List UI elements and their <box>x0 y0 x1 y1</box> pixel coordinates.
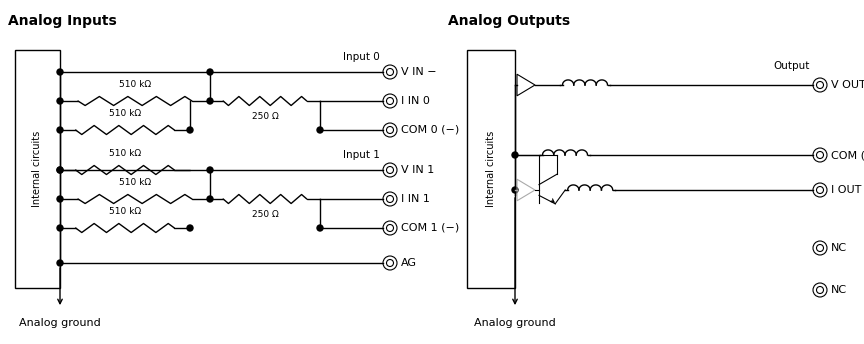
Circle shape <box>187 127 193 133</box>
Text: V IN −: V IN − <box>401 67 436 77</box>
Circle shape <box>207 167 213 173</box>
Text: Internal circuits: Internal circuits <box>486 131 496 207</box>
Text: NC: NC <box>831 243 847 253</box>
Circle shape <box>57 167 63 173</box>
Text: Analog Outputs: Analog Outputs <box>448 14 570 28</box>
Text: Internal circuits: Internal circuits <box>33 131 42 207</box>
Circle shape <box>57 167 63 173</box>
Circle shape <box>512 152 518 158</box>
Text: 250 Ω: 250 Ω <box>251 112 278 121</box>
Bar <box>15 50 60 288</box>
Text: Analog Inputs: Analog Inputs <box>8 14 117 28</box>
Text: Analog ground: Analog ground <box>19 318 101 328</box>
Text: 510 kΩ: 510 kΩ <box>109 149 141 158</box>
Text: 250 Ω: 250 Ω <box>251 210 278 219</box>
Circle shape <box>512 187 518 193</box>
Text: 510 kΩ: 510 kΩ <box>119 80 151 89</box>
Circle shape <box>57 127 63 133</box>
Circle shape <box>317 225 323 231</box>
Text: I IN 1: I IN 1 <box>401 194 430 204</box>
Text: Output: Output <box>773 61 810 71</box>
Text: COM (−): COM (−) <box>831 150 864 160</box>
Circle shape <box>57 196 63 202</box>
Circle shape <box>207 196 213 202</box>
Text: I IN 0: I IN 0 <box>401 96 430 106</box>
Circle shape <box>207 98 213 104</box>
Circle shape <box>57 225 63 231</box>
Circle shape <box>207 69 213 75</box>
Text: V OUT: V OUT <box>831 80 864 90</box>
Circle shape <box>57 69 63 75</box>
Text: 510 kΩ: 510 kΩ <box>109 109 141 118</box>
Text: Input 1: Input 1 <box>343 150 380 160</box>
Circle shape <box>187 225 193 231</box>
Text: V IN 1: V IN 1 <box>401 165 435 175</box>
Text: COM 1 (−): COM 1 (−) <box>401 223 460 233</box>
Text: COM 0 (−): COM 0 (−) <box>401 125 460 135</box>
Circle shape <box>57 260 63 266</box>
Text: NC: NC <box>831 285 847 295</box>
Text: I OUT: I OUT <box>831 185 861 195</box>
Text: AG: AG <box>401 258 417 268</box>
Text: 510 kΩ: 510 kΩ <box>119 178 151 187</box>
Text: 510 kΩ: 510 kΩ <box>109 207 141 216</box>
Text: Analog ground: Analog ground <box>474 318 556 328</box>
Circle shape <box>317 127 323 133</box>
Circle shape <box>57 98 63 104</box>
Bar <box>467 50 515 288</box>
Text: Input 0: Input 0 <box>343 52 380 62</box>
